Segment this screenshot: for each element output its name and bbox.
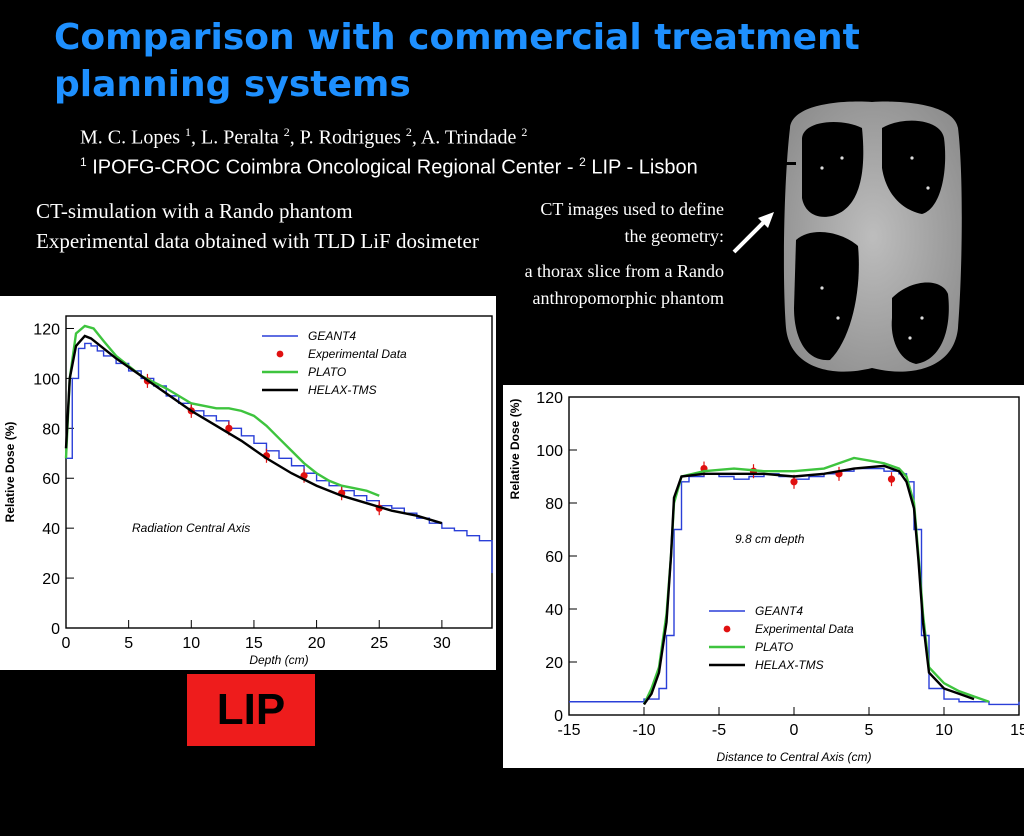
- x-tick-label: 15: [245, 635, 263, 652]
- y-tick-label: 100: [33, 371, 60, 388]
- legend-marker: [276, 350, 284, 358]
- affiliation-lip: LIP - Lisbon: [585, 156, 698, 179]
- ct-caption: CT images used to define the geometry: a…: [524, 196, 724, 320]
- chart-frame: [65, 315, 493, 629]
- y-tick-label: 100: [536, 443, 563, 460]
- chart-annotation: Radiation Central Axis: [132, 521, 250, 535]
- y-tick-label: 40: [42, 521, 60, 538]
- agreement-note: Agreement better than 2% between GEANT4 …: [649, 783, 1014, 833]
- geant4-series: [569, 467, 1020, 706]
- y-tick-label: 80: [42, 421, 60, 438]
- x-tick-label: 10: [935, 722, 953, 739]
- legend-label: PLATO: [308, 365, 346, 379]
- affiliation-mark: 2: [521, 125, 528, 139]
- lip-logo: LIP: [187, 674, 315, 746]
- helax-tms-series: [643, 464, 975, 706]
- plato-series: [64, 324, 380, 497]
- affiliation-ipofg: IPOFG-CROC Coimbra Oncological Regional …: [86, 156, 580, 179]
- affiliation-mark: 1: [185, 125, 191, 139]
- x-tick-label: -15: [557, 722, 580, 739]
- arrow-icon: [732, 212, 774, 254]
- experimental-point: [225, 424, 233, 432]
- description-line: CT-simulation with a Rando phantom: [36, 199, 353, 223]
- author-trindade: , A. Trindade: [411, 126, 522, 149]
- legend-label: HELAX-TMS: [308, 383, 377, 397]
- author-peralta: , L. Peralta: [191, 126, 284, 149]
- x-tick-label: 15: [1010, 722, 1024, 739]
- x-tick-label: 25: [370, 635, 388, 652]
- x-tick-label: 5: [865, 722, 874, 739]
- chart-annotation: 9.8 cm depth: [735, 532, 805, 546]
- dose-profile-svg: Relative Dose (%) Distance to Central Ax…: [508, 390, 1024, 764]
- affiliation-mark: 2: [579, 155, 586, 169]
- legend-label: PLATO: [755, 640, 793, 654]
- depth-dose-chart: Relative Dose (%) Depth (cm) Radiation C…: [0, 296, 496, 670]
- y-tick-label: 0: [51, 621, 60, 638]
- legend-label: HELAX-TMS: [755, 658, 824, 672]
- author-line: M. C. Lopes 1, L. Peralta 2, P. Rodrigue…: [80, 120, 527, 150]
- experimental-point: [790, 478, 798, 486]
- depth-dose-svg: Relative Dose (%) Depth (cm) Radiation C…: [3, 315, 493, 667]
- affiliation-line: 1 IPOFG-CROC Coimbra Oncological Regiona…: [80, 150, 698, 180]
- x-tick-label: -5: [712, 722, 726, 739]
- geant4-series: [66, 342, 493, 574]
- legend-label: GEANT4: [308, 329, 356, 343]
- y-tick-label: 0: [554, 708, 563, 725]
- y-axis-label: Relative Dose (%): [508, 399, 522, 500]
- x-axis-label: Depth (cm): [249, 653, 308, 667]
- y-tick-label: 120: [33, 321, 60, 338]
- legend-marker: [723, 625, 731, 633]
- dose-profile-chart: Relative Dose (%) Distance to Central Ax…: [503, 385, 1024, 833]
- ct-caption-text: CT images used to define the geometry:: [540, 199, 724, 246]
- description-line: Experimental data obtained with TLD LiF …: [36, 229, 479, 253]
- affiliation-mark: 1: [80, 155, 87, 169]
- y-tick-label: 60: [545, 549, 563, 566]
- legend-label: Experimental Data: [308, 347, 407, 361]
- author-lopes: M. C. Lopes: [80, 126, 185, 149]
- x-tick-label: 10: [182, 635, 200, 652]
- y-tick-label: 120: [536, 390, 563, 407]
- affiliation-mark: 2: [405, 125, 412, 139]
- ct-thorax-image: [782, 98, 962, 380]
- x-tick-label: 0: [62, 635, 71, 652]
- x-tick-label: 0: [790, 722, 799, 739]
- y-tick-label: 80: [545, 496, 563, 513]
- affiliation-mark: 2: [283, 125, 290, 139]
- x-tick-label: 5: [124, 635, 133, 652]
- x-tick-label: 30: [433, 635, 451, 652]
- x-tick-label: 20: [308, 635, 326, 652]
- legend-label: Experimental Data: [755, 622, 854, 636]
- author-rodrigues: , P. Rodrigues: [289, 126, 406, 149]
- slide-title: Comparison with commercial treatment pla…: [54, 17, 860, 105]
- y-tick-label: 20: [42, 571, 60, 588]
- legend-label: GEANT4: [755, 604, 803, 618]
- x-axis-label: Distance to Central Axis (cm): [717, 750, 872, 764]
- y-axis-label: Relative Dose (%): [3, 422, 17, 523]
- description-block: CT-simulation with a Rando phantom Exper…: [36, 196, 496, 256]
- x-tick-label: -10: [632, 722, 655, 739]
- helax-tms-series: [64, 334, 443, 525]
- y-tick-label: 60: [42, 471, 60, 488]
- y-tick-label: 20: [545, 655, 563, 672]
- experimental-point: [887, 475, 896, 483]
- ct-caption-text: a thorax slice from a Rando anthropomorp…: [524, 261, 724, 308]
- y-tick-label: 40: [545, 602, 563, 619]
